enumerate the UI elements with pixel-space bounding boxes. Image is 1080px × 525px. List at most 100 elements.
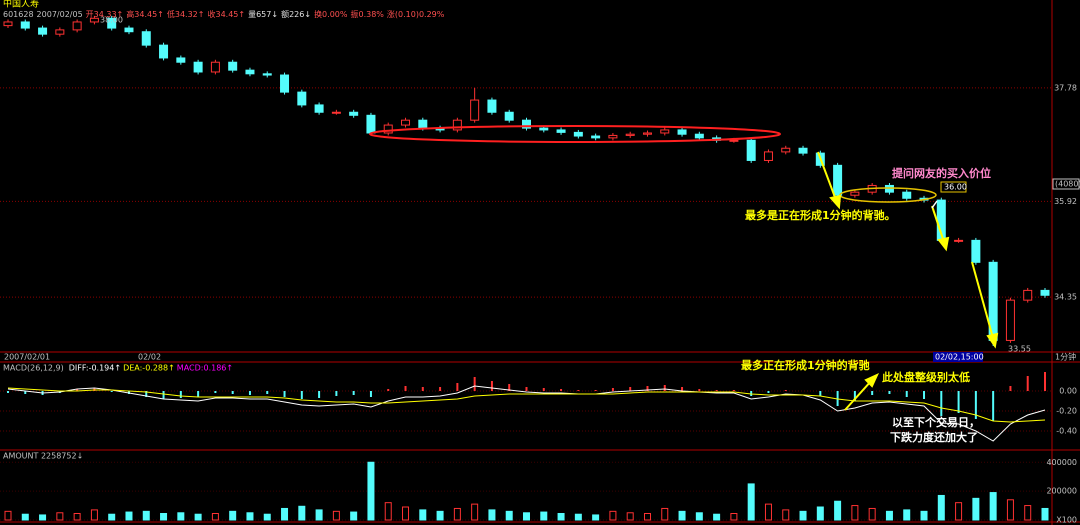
volume-bar [4, 510, 12, 521]
candle-body [608, 134, 618, 139]
volume-bar [868, 507, 876, 521]
arrow [844, 379, 873, 411]
annotation: 最多正在形成1分钟的背驰 [741, 358, 870, 372]
volume-bar [885, 510, 893, 521]
volume-bar [246, 512, 254, 521]
candle-body [383, 124, 393, 134]
candle-body [504, 111, 514, 121]
candle-body [798, 147, 808, 154]
volume-bar [505, 510, 513, 521]
volume-bar [713, 513, 721, 521]
volume-bar [471, 503, 479, 521]
candle-body [556, 129, 566, 133]
volume-bar [281, 507, 289, 521]
candle-body [280, 74, 290, 93]
candle-body [38, 27, 48, 35]
volume-bar [609, 510, 617, 521]
volume-bar [229, 510, 237, 521]
candle-body [366, 114, 376, 134]
candle-body [746, 139, 756, 161]
arrow [971, 261, 994, 339]
candle-body [176, 57, 186, 63]
volume-bar [488, 509, 496, 521]
volume-bar [56, 512, 64, 521]
annotation: 最多是正在形成1分钟的背驰。 [745, 208, 896, 222]
marker-box [1052, 178, 1080, 190]
volume-bar [453, 507, 461, 521]
candle-body [487, 99, 497, 113]
x-label: 02/02,15:00 [935, 353, 984, 362]
candle-body [418, 119, 428, 129]
volume-bar [263, 513, 271, 521]
volume-bar [384, 502, 392, 521]
header-item: 换0.00% [314, 10, 348, 19]
arrow [931, 205, 945, 243]
arrow-head [864, 372, 880, 388]
candle-body [349, 111, 359, 116]
candle-body [210, 61, 220, 73]
candle-body [401, 119, 411, 126]
y-tick-label: -0.40 [1056, 427, 1077, 436]
arrows [817, 151, 999, 411]
candle-body [902, 191, 912, 199]
volume-bar [955, 502, 963, 521]
stock-name: 中国人寿 [3, 0, 39, 10]
volume-bar [367, 461, 375, 521]
volume-bar [125, 511, 133, 521]
annotation: 下跌力度还加大了 [890, 430, 978, 444]
x-label: 02/02 [138, 353, 161, 362]
highlight-ellipse [369, 125, 781, 143]
candle-body [20, 21, 30, 29]
volume-bar [799, 510, 807, 521]
volume-bar [298, 505, 306, 521]
y-tick-label: 35.92 [1054, 197, 1077, 206]
candle-body [228, 61, 238, 71]
legend-entry: DEA:-0.288↑ [123, 364, 175, 373]
volume-bar [160, 513, 168, 521]
volume-bar [782, 509, 790, 521]
y-tick-label: 200000 [1046, 487, 1077, 496]
volume-bar [592, 514, 600, 521]
volume-bar [39, 514, 47, 521]
volume-bar [816, 506, 824, 521]
candle-body [245, 69, 255, 75]
volume-bar [194, 513, 202, 521]
volume-bar [937, 494, 945, 521]
candle-body [971, 239, 981, 263]
volume-bar [851, 505, 859, 521]
candle-body [452, 119, 462, 131]
volume-bar [350, 511, 358, 521]
volume-bar [1006, 499, 1014, 521]
arrow-head [829, 194, 842, 210]
candle-body [193, 61, 203, 73]
volume-bar [903, 509, 911, 521]
candle-body [884, 184, 894, 193]
volume-bar [108, 513, 116, 521]
volume-bar [540, 511, 548, 521]
x-label: 2007/02/01 [4, 353, 50, 362]
panel-title: AMOUNT 2258752↓ [3, 452, 83, 461]
volume-bar [661, 507, 669, 521]
volume-bar [332, 510, 340, 521]
quote-header: 601628 2007/02/05 开34.33↑ 高34.45↑ 低34.32↑ 收34… [3, 9, 447, 20]
candle-body [470, 99, 480, 121]
price-mark: 36.00 [944, 183, 967, 192]
candle-body [850, 191, 860, 196]
volume-bar [920, 510, 928, 521]
legend-entry: MACD:0.186↑ [177, 364, 233, 373]
candle-body [833, 164, 843, 196]
volume-bar [730, 513, 738, 521]
candle-body [89, 17, 99, 23]
volume-bar [747, 483, 755, 521]
volume-bar [177, 512, 185, 521]
header-item: 601628 [3, 10, 34, 19]
macd-line [7, 385, 1046, 442]
candle-body [314, 104, 324, 113]
volume-bar [523, 512, 530, 521]
candle-body [539, 127, 549, 131]
candle-body [141, 31, 151, 46]
volume-bar [643, 513, 651, 521]
volume-bar [557, 513, 565, 521]
volume-bar [142, 510, 150, 521]
